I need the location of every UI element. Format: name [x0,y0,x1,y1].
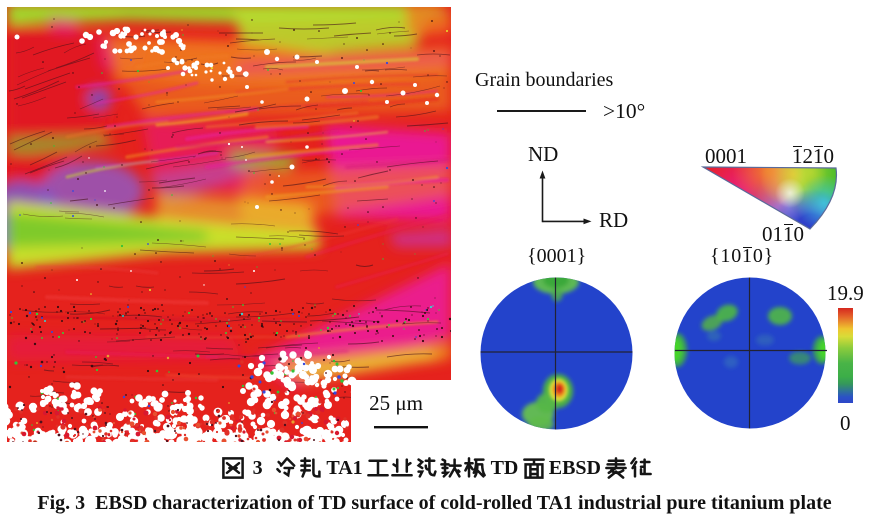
svg-text:25 μm: 25 μm [369,391,423,415]
